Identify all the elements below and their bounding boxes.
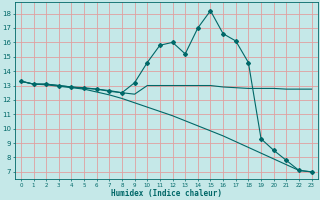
X-axis label: Humidex (Indice chaleur): Humidex (Indice chaleur) bbox=[111, 189, 222, 198]
